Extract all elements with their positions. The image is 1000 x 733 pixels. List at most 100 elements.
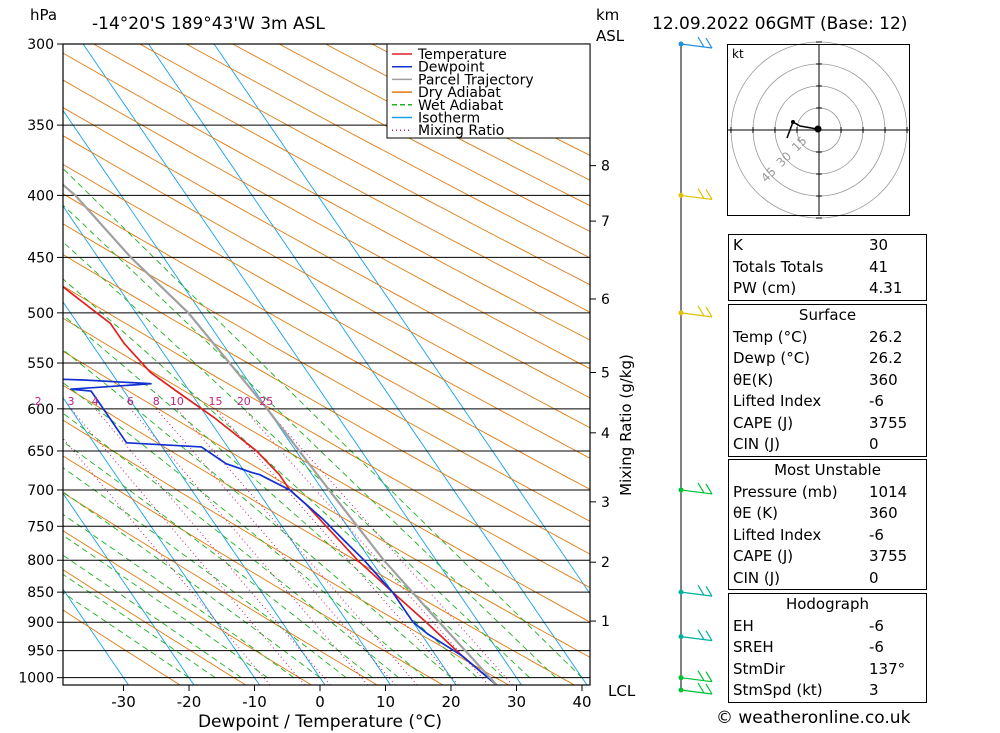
height-tick-label: 6 <box>601 292 610 308</box>
dry-adiabat-line <box>63 609 181 685</box>
mixing-ratio-line <box>70 408 306 685</box>
isotherm-line <box>63 205 391 685</box>
wet-adiabat-line <box>63 534 268 679</box>
most-unstable-row: Lifted Index -6 <box>733 525 884 544</box>
isotherm-line <box>63 492 195 685</box>
most-unstable-row: Pressure (mb) 1014 <box>733 482 908 501</box>
pressure-tick-label: 750 <box>27 519 54 535</box>
legend-label: Temperature <box>417 47 507 63</box>
dry-adiabat-line <box>63 79 590 370</box>
pressure-tick-label: 850 <box>27 585 54 601</box>
pressure-tick-label: 600 <box>27 402 54 418</box>
isotherm-line <box>148 44 588 685</box>
wet-adiabat-line <box>63 314 478 679</box>
temperature-tick-label: 10 <box>376 693 395 711</box>
pressure-tick-label: 700 <box>27 483 54 499</box>
pressure-tick-label: 1000 <box>18 671 54 687</box>
mixing-ratio-line <box>215 408 459 685</box>
height-tick-label: 1 <box>601 614 610 630</box>
mixing-ratio-label: 20 <box>237 395 251 408</box>
pressure-tick-label: 300 <box>27 37 54 53</box>
index-row-k: K 30 <box>733 236 889 254</box>
most-unstable-title: Most Unstable <box>774 461 881 479</box>
mixing-ratio-label: 15 <box>209 395 223 408</box>
mixing-ratio-label: 25 <box>259 395 273 408</box>
surface-row: Lifted Index -6 <box>733 392 884 410</box>
wet-adiabat-line <box>63 441 373 679</box>
mixing-ratio-line <box>265 408 513 685</box>
temperature-tick-label: 30 <box>507 693 526 711</box>
pressure-tick-label: 650 <box>27 444 54 460</box>
temperature-axis: -30 -20 -10 0 10 20 30 40 <box>111 685 592 711</box>
most-unstable-row: CAPE (J) 3755 <box>733 547 908 565</box>
plot-frame <box>62 43 591 686</box>
legend-label: Dewpoint <box>418 60 485 76</box>
hodograph-trace <box>786 120 818 139</box>
pressure-gridlines <box>57 43 590 679</box>
mixing-ratio-label: 3 <box>67 395 74 408</box>
height-tick-label: 8 <box>601 159 610 175</box>
dry-adiabat-line <box>63 107 590 399</box>
pressure-tick-label: 800 <box>27 553 54 569</box>
dry-adiabat-line <box>63 569 246 685</box>
surface-table: Surface Temp (°C) 26.2 Dewp (°C) 26.2 θE(K… <box>728 304 927 457</box>
mixing-ratio-line <box>243 408 489 685</box>
dry-adiabat-line <box>63 193 590 490</box>
dry-adiabat-line <box>63 419 509 685</box>
hodograph-row: SREH -6 <box>733 638 884 656</box>
mixing-ratio-label: 4 <box>92 395 99 408</box>
mixing-ratio-label: 6 <box>127 395 134 408</box>
temperature-tick-label: 40 <box>572 693 591 711</box>
height-axis: 8 7 6 5 4 3 2 1 <box>590 159 610 630</box>
dry-adiabat-line <box>63 350 590 658</box>
copyright-footer[interactable]: © weatheronline.co.uk <box>716 708 911 728</box>
surface-row: θE(K) 360 <box>733 370 898 389</box>
series-line-parcel-trajectory <box>63 183 498 685</box>
wet-adiabat-line <box>63 412 399 679</box>
x-axis-label: Dewpoint / Temperature (°C) <box>198 712 442 732</box>
location-title: -14°20'S 189°43'W 3m ASL <box>92 14 325 34</box>
surface-row: CIN (J) 0 <box>733 435 879 453</box>
isotherm-line <box>82 44 522 685</box>
km-unit-label: km <box>596 6 619 24</box>
dry-adiabat-line <box>93 44 590 313</box>
dry-adiabat-line <box>186 44 590 259</box>
most-unstable-row: CIN (J) 0 <box>733 568 879 587</box>
series-line-dewpoint <box>63 378 498 685</box>
surface-title: Surface <box>798 306 857 324</box>
wind-barb <box>680 305 713 318</box>
wet-adiabat-line <box>63 573 216 679</box>
hodograph-frame <box>727 44 910 216</box>
asl-unit-label: ASL <box>596 27 625 45</box>
background-lines <box>63 44 590 685</box>
hodograph-unit-label: kt <box>732 47 744 61</box>
mixing-ratio-label: 8 <box>153 395 160 408</box>
hodograph-storm-motion <box>814 125 822 133</box>
temperature-tick-label: -30 <box>111 693 136 711</box>
legend-label: Mixing Ratio <box>418 123 504 139</box>
temperature-tick-label: 0 <box>315 693 325 711</box>
dry-adiabat-line <box>63 384 575 685</box>
dry-adiabat-line <box>63 492 378 685</box>
height-tick-label: 5 <box>601 366 610 382</box>
pressure-tick-label: 350 <box>27 118 54 134</box>
hodograph-table: Hodograph EH -6 SREH -6 StmDir 137° StmSpd … <box>728 593 927 703</box>
wind-barb <box>680 482 713 495</box>
isotherm-line <box>63 396 260 685</box>
dry-adiabat-line <box>63 285 590 589</box>
isotherm-line <box>63 301 326 685</box>
indices-table: K 30 Totals Totals 41 PW (cm) 4.31 <box>728 234 927 301</box>
series-layer <box>63 183 498 685</box>
wind-barb <box>680 188 713 201</box>
dry-adiabat-line <box>63 135 590 429</box>
isotherm-line <box>213 44 590 595</box>
legend-label: Isotherm <box>418 111 480 127</box>
dry-adiabat-line <box>63 223 590 522</box>
height-tick-label: 3 <box>601 495 610 511</box>
dry-adiabat-line <box>63 253 590 555</box>
pressure-tick-label: 950 <box>27 644 54 660</box>
temperature-tick-label: 20 <box>441 693 460 711</box>
series-line-temperature <box>63 285 498 685</box>
